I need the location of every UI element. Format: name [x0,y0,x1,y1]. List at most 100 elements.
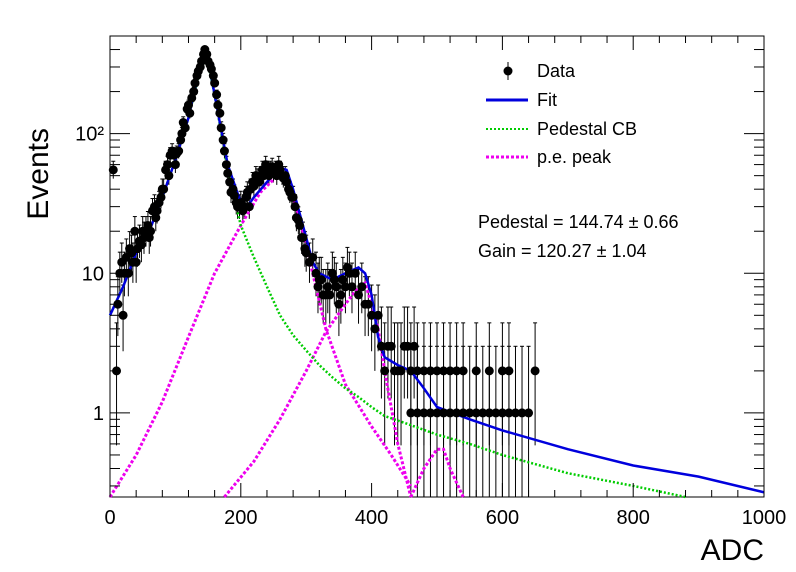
data-point [183,100,193,110]
y-tick-label: 10² [75,124,104,146]
data-point [432,408,442,418]
data-point [367,310,377,320]
data-point [213,100,223,110]
error-bars [111,45,538,497]
data-point [295,220,305,230]
pedestal-annotation: Pedestal = 144.74 ± 0.66 [478,212,679,232]
data-point [323,282,333,292]
x-tick-label: 1000 [742,507,787,529]
x-tick-label: 200 [224,507,257,529]
data-point [376,341,386,351]
data-point [130,226,140,236]
data-point [229,191,239,201]
legend-item-data: Data [503,61,576,81]
data-point [406,366,416,376]
data-point [350,268,360,278]
data-point [131,257,141,267]
data-point [190,78,200,88]
data-point [146,226,156,236]
data-point [338,275,348,285]
data-point [185,108,195,118]
data-point [370,324,380,334]
data-point [445,408,455,418]
data-point [380,366,390,376]
data-point [118,310,128,320]
data-point [152,206,162,216]
data-point [465,408,475,418]
data-point [386,341,396,351]
data-point [308,252,318,262]
data-point [316,275,326,285]
data-point [425,408,435,418]
legend-item-pe-peak: p.e. peak [486,147,612,167]
data-point [403,341,413,351]
data-point [347,282,357,292]
data-point [396,366,406,376]
data-point [425,366,435,376]
data-point [412,366,422,376]
y-tick-label: 1 [93,403,104,425]
data-point [484,366,494,376]
data-point [174,146,184,156]
data-points [108,45,540,418]
data-point [164,171,174,181]
data-point [290,202,300,212]
data-point [331,282,341,292]
y-axis-title: Events [22,128,55,220]
x-axis-title: ADC [701,534,764,567]
legend-item-fit: Fit [486,90,557,110]
x-tick-label: 400 [355,507,388,529]
data-point [202,49,212,59]
data-point [180,123,190,133]
data-point [189,87,199,97]
data-point [504,408,514,418]
data-point [452,408,462,418]
data-point [159,184,169,194]
data-point [409,341,419,351]
x-tick-label: 600 [486,507,519,529]
data-point [406,408,416,418]
legend-item-pedestal-cb: Pedestal CB [486,119,637,139]
x-ticks: 0 200 400 600 800 1000 [104,36,786,529]
pe-peak-curve [223,280,413,498]
data-point [524,408,534,418]
data-point [471,366,481,376]
x-tick-label: 0 [104,507,115,529]
data-point [445,366,455,376]
data-point [108,165,118,175]
data-point [197,56,207,66]
data-point [136,240,146,250]
data-point [329,275,339,285]
data-point [212,90,222,100]
legend-label-fit: Fit [537,90,557,110]
data-point [452,366,462,376]
x-tick-label: 800 [617,507,650,529]
data-point [219,146,229,156]
data-point [439,366,449,376]
data-point [412,408,422,418]
legend-label-pedestal-cb: Pedestal CB [537,119,637,139]
pe-peak-curve [409,447,465,498]
legend-label-pe-peak: p.e. peak [537,147,612,167]
data-point [336,290,346,300]
data-point [458,408,468,418]
data-point [163,160,173,170]
data-point [491,408,501,418]
data-point [517,408,527,418]
data-point [484,408,494,418]
data-point [458,366,468,376]
y-ticks: 1 10 10² [75,35,764,487]
data-point [419,408,429,418]
data-point [357,282,367,292]
data-point [439,408,449,418]
data-point [354,290,364,300]
data-point [170,160,180,170]
legend-label-data: Data [537,61,576,81]
data-point [223,168,233,178]
data-point [530,366,540,376]
data-point [215,108,225,118]
data-point [151,213,161,223]
data-point [497,408,507,418]
data-point [363,299,373,309]
data-point [373,310,383,320]
